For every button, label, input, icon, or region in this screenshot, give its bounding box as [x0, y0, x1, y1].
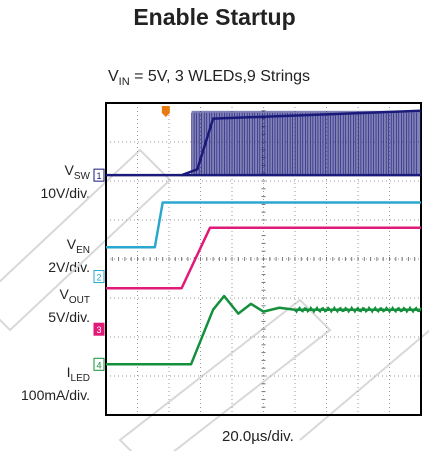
timebase-label: 20.0µs/div. — [222, 428, 294, 445]
channel-marker-label-iled: 4 — [96, 360, 101, 370]
series-line-vout — [106, 226, 421, 290]
test-condition: VIN = 5V, 3 WLEDs,9 Strings — [108, 68, 311, 89]
iled-label: ILED 100mA/div. — [21, 364, 90, 403]
page-title: Enable Startup — [133, 4, 296, 30]
series-line-ven — [106, 201, 421, 249]
channel-marker-iled — [93, 357, 105, 371]
channel-marker-vout — [93, 322, 105, 336]
vsw-switching-band — [191, 110, 421, 176]
series-line-vsw — [106, 109, 422, 177]
channel-marker-ven — [93, 270, 105, 284]
vsw-label: VSW 10V/div. — [40, 162, 90, 201]
watermark-band — [0, 148, 172, 332]
series-line-iled — [106, 294, 421, 366]
vout-label: VOUT 5V/div. — [48, 286, 90, 325]
watermark-band — [299, 329, 429, 441]
plot-frame — [105, 102, 422, 416]
watermark-band — [118, 298, 332, 451]
trigger-marker — [161, 106, 170, 117]
ven-label: VEN 2V/div. — [48, 236, 90, 275]
channel-marker-label-vsw: 1 — [96, 171, 101, 181]
channel-marker-label-vout: 3 — [96, 325, 101, 335]
channel-marker-label-ven: 2 — [96, 273, 101, 283]
iled-noise — [294, 305, 422, 314]
channel-marker-vsw — [93, 168, 105, 182]
